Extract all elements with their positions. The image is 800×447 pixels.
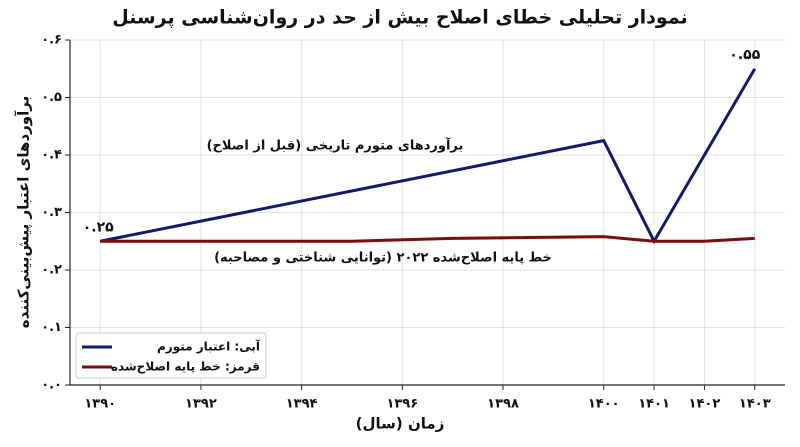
legend: آبی: اعتبار متورم قرمز: خط پایه اصلاح‌شده <box>75 332 267 379</box>
legend-label: قرمز: خط پایه اصلاح‌شده <box>111 360 260 374</box>
y-tick-label: ۰.۰ <box>41 378 62 393</box>
y-tick-label: ۰.۴ <box>41 148 62 163</box>
x-tick-label: ۱۴۰۰ <box>588 397 620 412</box>
x-tick-label: ۱۳۹۴ <box>286 397 318 412</box>
y-tick-label: ۰.۲ <box>41 263 62 278</box>
y-axis-label: برآوردهای اعتبار پیش‌بینی‌کننده <box>15 96 34 328</box>
x-axis-label: زمان (سال) <box>356 415 445 433</box>
chart-title: نمودار تحلیلی خطای اصلاح بیش از حد در رو… <box>112 7 687 29</box>
line-series <box>99 67 757 245</box>
x-tick-label: ۱۳۹۰ <box>84 397 116 412</box>
y-tick-label: ۰.۵ <box>41 90 62 105</box>
x-tick-label: ۱۳۹۸ <box>487 397 519 412</box>
y-tick-label: ۰.۱ <box>41 320 62 335</box>
annotation: برآوردهای متورم تاریخی (قبل از اصلاح) <box>207 137 464 154</box>
x-tick-label: ۱۳۹۲ <box>185 397 217 412</box>
annotation: خط پایه اصلاح‌شده ۲۰۲۲ (توانایی شناختی و… <box>214 251 552 266</box>
legend-label: آبی: اعتبار متورم <box>157 339 261 355</box>
x-tick-label: ۱۳۹۶ <box>386 397 418 412</box>
line-series <box>100 235 755 243</box>
x-tick-label: ۱۴۰۳ <box>739 397 771 412</box>
legend-box <box>75 332 267 379</box>
y-tick-label: ۰.۶ <box>41 33 62 48</box>
data-label: ۰.۲۵ <box>83 219 114 235</box>
y-tick-label: ۰.۳ <box>41 205 62 220</box>
data-label: ۰.۵۵ <box>729 47 760 63</box>
x-tick-label: ۱۴۰۱ <box>638 397 670 412</box>
x-tick-label: ۱۴۰۲ <box>689 397 721 412</box>
